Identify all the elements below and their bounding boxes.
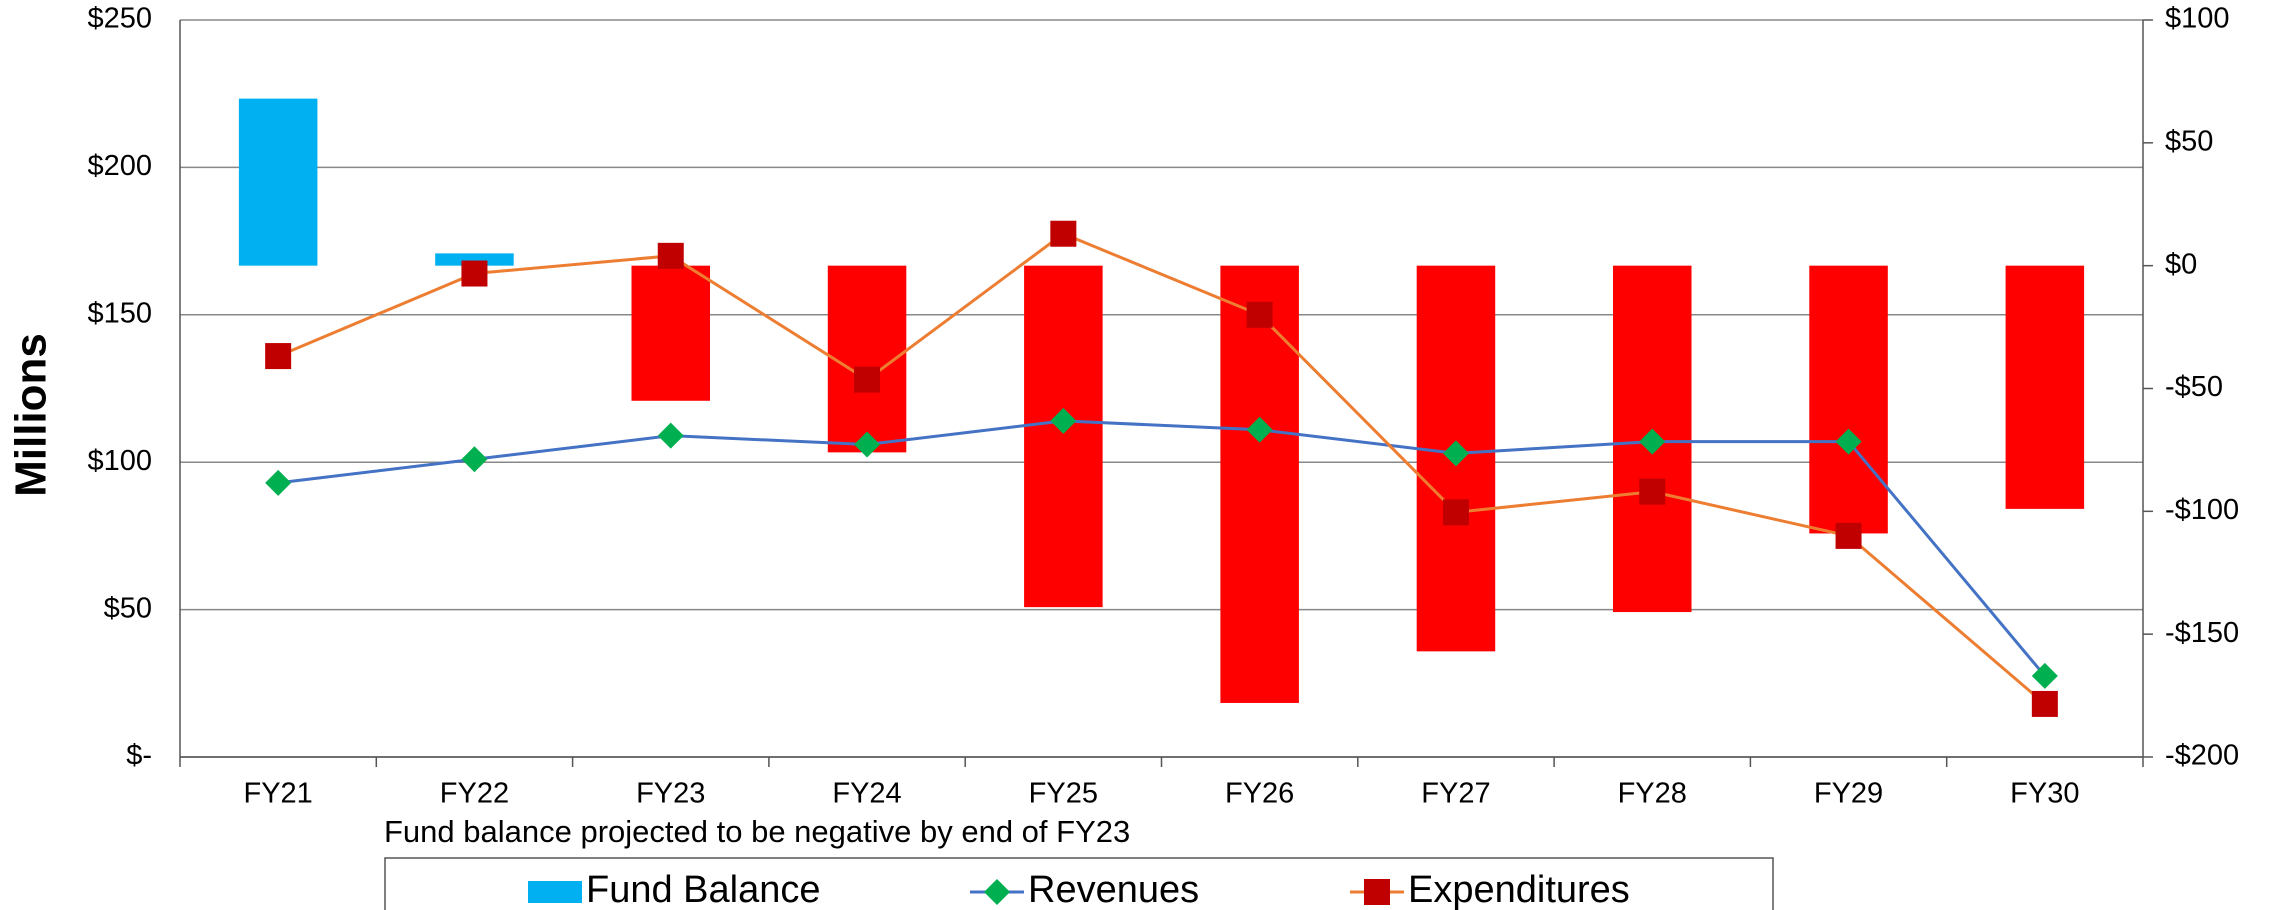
annotation: Fund balance projected to be negative by… — [384, 814, 1130, 849]
y-tick-label: $250 — [87, 3, 152, 35]
bar — [238, 98, 318, 266]
legend-label: Revenues — [1028, 869, 1199, 910]
legend-marker — [984, 879, 1010, 905]
marker — [657, 242, 684, 269]
y2-tick-label: $0 — [2165, 248, 2197, 280]
marker — [1639, 428, 1666, 455]
bar — [2005, 265, 2085, 509]
marker — [1639, 478, 1666, 505]
x-tick-label: FY30 — [2010, 778, 2079, 810]
x-tick-label: FY27 — [1421, 778, 1490, 810]
legend-marker — [1364, 879, 1390, 905]
y2-tick-label: -$50 — [2165, 371, 2223, 403]
y2-tick-label: -$200 — [2165, 740, 2239, 772]
marker — [1050, 220, 1077, 247]
marker — [265, 469, 292, 496]
y-tick-label: $200 — [87, 150, 152, 182]
y-tick-label: $50 — [104, 592, 152, 624]
marker — [265, 343, 292, 370]
y-axis-label: Millions — [7, 333, 56, 497]
bar — [435, 253, 514, 266]
x-tick-label: FY26 — [1225, 778, 1294, 810]
marker — [1835, 522, 1862, 549]
y-tick-label: $100 — [87, 445, 152, 477]
legend-label: Fund Balance — [586, 869, 821, 910]
marker — [854, 431, 881, 458]
line — [277, 419, 2046, 677]
marker — [2031, 690, 2058, 717]
x-tick-label: FY28 — [1618, 778, 1687, 810]
marker — [1246, 301, 1273, 328]
x-tick-label: FY22 — [440, 778, 509, 810]
marker — [2031, 662, 2058, 689]
marker — [1835, 428, 1862, 455]
legend-label: Expenditures — [1408, 869, 1630, 910]
y2-tick-label: -$150 — [2165, 617, 2239, 649]
marker — [854, 366, 881, 393]
y-tick-label: $150 — [87, 297, 152, 329]
bar — [1024, 265, 1103, 608]
y2-tick-label: $50 — [2165, 125, 2213, 157]
bar — [1220, 265, 1299, 703]
marker — [657, 422, 684, 449]
marker — [1442, 499, 1469, 526]
x-tick-label: FY29 — [1814, 778, 1883, 810]
y2-tick-label: -$100 — [2165, 494, 2239, 526]
line — [277, 232, 2046, 706]
marker — [461, 446, 488, 473]
legend-box — [384, 857, 1774, 910]
x-tick-label: FY25 — [1029, 778, 1098, 810]
y-tick-label: $- — [126, 740, 152, 772]
marker — [461, 260, 488, 287]
marker — [1442, 440, 1469, 467]
x-tick-label: FY21 — [243, 778, 312, 810]
x-tick-label: FY24 — [832, 778, 901, 810]
bar — [631, 265, 711, 401]
marker — [1246, 416, 1273, 443]
bar — [1809, 265, 1888, 534]
marker — [1050, 407, 1077, 434]
legend-swatch — [528, 881, 582, 903]
y2-tick-label: $100 — [2165, 3, 2230, 35]
x-tick-label: FY23 — [636, 778, 705, 810]
